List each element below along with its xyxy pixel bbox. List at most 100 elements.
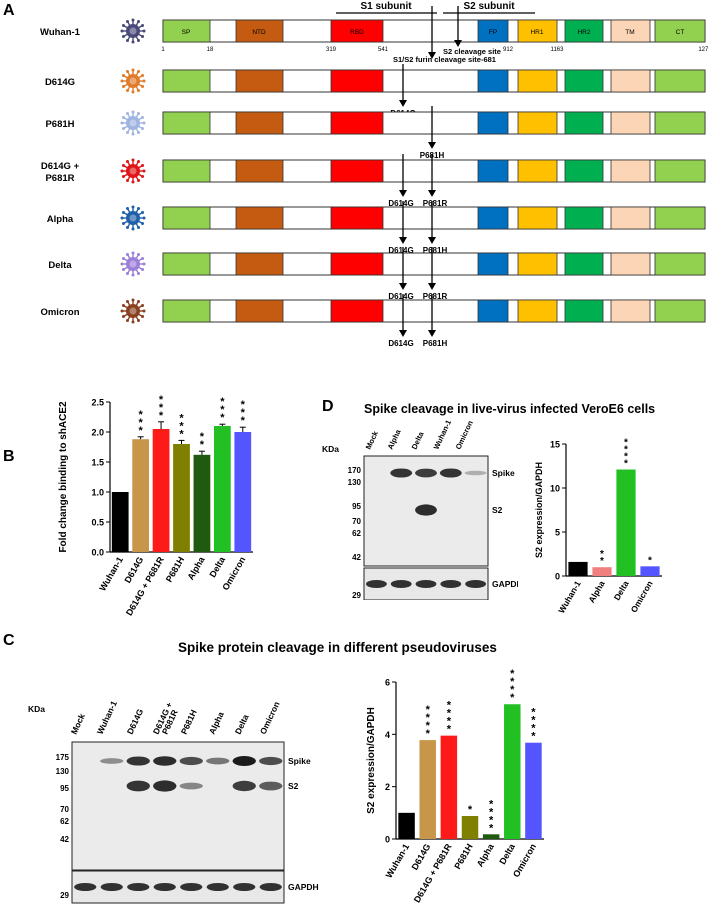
bar (419, 740, 436, 839)
virus-spike-tip (131, 251, 135, 255)
domain-label: HR1 (530, 29, 543, 36)
y-tick-label: 2.0 (91, 428, 104, 438)
virus-icon (126, 116, 140, 130)
domain-rbd (330, 159, 384, 183)
virus-spike-tip (137, 299, 140, 303)
virus-icon (126, 74, 140, 88)
y-axis-label: S2 expression/GAPDH (366, 707, 377, 814)
domain-hr2 (564, 206, 604, 230)
virus-spike-tip (141, 74, 145, 77)
virus-spike-tip (142, 121, 146, 125)
domain-label: HR2 (577, 29, 590, 36)
gapdh-band (100, 883, 123, 891)
domain-label: RBD (350, 29, 364, 36)
significance-star: * (426, 704, 431, 716)
virus-spike-tip (141, 304, 145, 307)
lane-label: P681H (179, 708, 199, 736)
y-axis-label: Fold change binding to shACE2 (58, 401, 69, 553)
domain-hr1 (517, 69, 558, 93)
mutation-label: P681R (423, 199, 448, 208)
residue-position: 541 (378, 47, 389, 53)
significance-star: * (200, 431, 205, 443)
significance-star: * (447, 700, 452, 712)
virus-spike-tip (137, 19, 140, 23)
virus-spike-tip (142, 169, 146, 173)
significance-star: * (600, 549, 604, 560)
variant-row: Alpha D614G P681H (47, 201, 706, 255)
mw-marker: 175 (56, 753, 70, 762)
virus-spike-tip (142, 216, 146, 220)
significance-star: * (531, 715, 536, 727)
domain-ct (654, 299, 706, 323)
s2-band (126, 780, 150, 792)
variant-row: Delta D614G P681R (48, 247, 706, 301)
y-tick-label: 15 (550, 440, 560, 450)
significance-star: * (241, 399, 246, 411)
furin-site-arrowhead (428, 52, 436, 59)
domain-sp (162, 69, 211, 93)
domain-tm (610, 19, 651, 43)
s1-subunit-label: S1 subunit (360, 1, 412, 12)
virus-icon (126, 211, 140, 225)
spike-band (126, 756, 150, 766)
bar (193, 454, 211, 552)
virus-spike-tip (121, 35, 125, 38)
y-tick-label: 1.0 (91, 488, 104, 498)
domain-tm (610, 299, 651, 323)
significance-star: * (600, 556, 604, 567)
domain-hr2 (564, 69, 604, 93)
significance-star: * (159, 410, 164, 422)
gapdh-band (74, 883, 97, 891)
significance-star: * (510, 692, 515, 704)
significance-star: * (179, 412, 184, 424)
virus-spike-tip (141, 211, 145, 214)
significance-star: * (426, 728, 431, 740)
bar (213, 426, 231, 552)
residue-position: 319 (326, 47, 337, 53)
virus-spike-tip (120, 216, 124, 220)
residue-position: 912 (503, 47, 514, 53)
domain-fp (477, 111, 509, 135)
bar (152, 429, 170, 552)
bar (461, 815, 479, 839)
variant-row: Wuhan-1 SP NTD RBD FP HR1 HR2 TM CT 1 18 319 541 912 1… (40, 6, 708, 64)
domain-tm (610, 252, 651, 276)
virus-spike-tip (121, 74, 125, 77)
virus-spike-tip (126, 89, 129, 93)
gapdh-band (127, 883, 150, 891)
y-tick-label: 10 (550, 484, 560, 494)
significance-star: * (510, 668, 515, 680)
spike-band (415, 468, 437, 478)
mw-marker: 95 (60, 784, 69, 793)
virus-spike-tip (137, 159, 140, 163)
mw-marker: 29 (60, 891, 69, 900)
panel-label-a: A (3, 2, 15, 19)
kda-label: KDa (322, 444, 339, 454)
virus-spike-tip (120, 262, 124, 266)
mw-marker: 170 (348, 466, 362, 475)
panel-label-d: D (322, 398, 334, 415)
virus-spike-tip (126, 69, 129, 73)
virus-spike-tip (137, 272, 140, 276)
virus-spike-tip (142, 29, 146, 33)
significance-star: * (139, 417, 144, 429)
virus-spike-tip (131, 158, 135, 162)
bar (440, 735, 458, 839)
variant-name: Delta (48, 260, 72, 271)
domain-fp (477, 252, 509, 276)
mutation-arrowhead (399, 190, 407, 197)
domain-hr2 (564, 252, 604, 276)
domain-label: SP (182, 29, 191, 36)
variant-name: P681R (45, 173, 74, 184)
band-label-s2: S2 (288, 781, 299, 791)
domain-label: NTD (252, 29, 266, 36)
gapdh-band (465, 580, 487, 588)
domain-sp (162, 19, 211, 43)
virus-icon (126, 257, 140, 271)
virus-spike-tip (137, 252, 140, 256)
significance-star: * (447, 716, 452, 728)
virus-spike-tip (131, 68, 135, 72)
